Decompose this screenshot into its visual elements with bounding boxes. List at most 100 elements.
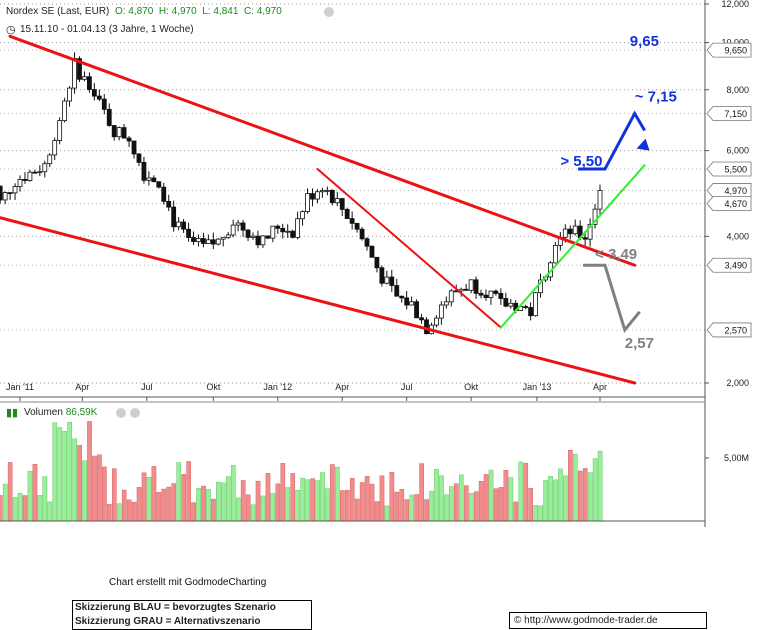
volume-bar (523, 463, 529, 522)
annotation-label: 2,57 (625, 335, 654, 352)
volume-bar (384, 505, 390, 522)
volume-bar (454, 483, 459, 522)
candle-body (37, 171, 43, 174)
candle-body (210, 239, 216, 245)
x-tick-label: Jan '11 (6, 382, 34, 392)
candle-body (404, 297, 410, 306)
x-tick-label: Okt (206, 382, 221, 392)
x-tick-label: Apr (335, 382, 349, 392)
y-tick-label: 4,000 (726, 231, 749, 241)
candle-body (235, 222, 241, 226)
volume-bar (22, 495, 28, 522)
price-label-box (706, 322, 752, 338)
close-icon[interactable] (130, 408, 140, 418)
price-label-box (706, 196, 752, 212)
volume-bar (493, 488, 499, 522)
candle-body (72, 58, 77, 89)
settings-icon[interactable] (116, 408, 126, 418)
volume-bar (325, 488, 330, 522)
x-tick-label: Jul (401, 382, 413, 392)
candle-body (131, 140, 137, 155)
volume-bar (255, 480, 261, 522)
decline-line (316, 168, 502, 329)
candle-body (0, 185, 3, 201)
low-value: L: 4,841 (202, 6, 239, 17)
candle-body (592, 208, 598, 225)
volume-icon: ▮▮ (6, 407, 19, 419)
candle-body (255, 235, 261, 246)
volume-bar (230, 464, 236, 522)
candle-body (111, 125, 117, 138)
candle-body (384, 276, 390, 284)
volume-bars (0, 421, 603, 522)
volume-bar (37, 495, 43, 522)
volume-bar (221, 482, 226, 522)
blue-arrowhead (636, 138, 650, 151)
volume-bar (394, 491, 400, 522)
price-label-box (706, 161, 752, 177)
x-tick-label: Apr (593, 382, 607, 392)
candle-body (458, 288, 464, 292)
candle-body (47, 154, 53, 165)
volume-bar (330, 464, 335, 522)
volume-bar (592, 458, 598, 522)
candle-body (508, 302, 514, 307)
volume-bar (206, 489, 211, 522)
candle-body (424, 319, 429, 335)
volume-bar (320, 472, 325, 522)
volume-bar (340, 490, 345, 522)
volume-bar (364, 476, 370, 522)
volume-bar (488, 469, 494, 522)
candle-body (354, 222, 360, 230)
volume-bar (146, 477, 152, 522)
y-tick-label: 12,000 (721, 0, 749, 9)
annotations: 9,65 ~ 7,15 > 5,50 < 3,49 2,57 (560, 33, 676, 352)
candle-body (364, 238, 370, 247)
volume-bar (245, 494, 251, 522)
volume-bar (553, 479, 558, 522)
volume-bar (166, 486, 172, 522)
price-label-box (706, 183, 752, 198)
volume-bar (27, 471, 33, 522)
candle-body (324, 189, 330, 192)
volume-bar (518, 461, 524, 522)
volume-bar (587, 472, 593, 522)
volume-bar (568, 449, 573, 522)
volume-bar (359, 482, 365, 522)
volume-bar (414, 494, 419, 522)
trend-lines (0, 34, 646, 385)
volume-bar (344, 489, 350, 522)
volume-bar (543, 480, 548, 522)
volume-bar (226, 476, 231, 522)
candle-body (349, 218, 355, 224)
volume-bar (354, 498, 360, 522)
candle-body (552, 245, 558, 264)
volume-bar (335, 466, 340, 522)
candle-body (473, 279, 479, 294)
volume-bar (2, 483, 8, 522)
candle-body (463, 288, 469, 291)
clock-icon: ◷ (6, 24, 16, 36)
candle-body (334, 198, 340, 204)
volume-bar (374, 501, 380, 522)
volume-bar (72, 438, 77, 522)
volume-bar (577, 470, 583, 522)
settings-icon[interactable] (324, 7, 334, 17)
volume-bar (250, 504, 256, 522)
candle-body (399, 295, 405, 299)
source-link[interactable]: © http://www.godmode-trader.de (509, 612, 707, 629)
symbol-title: Nordex SE (Last, EUR) (6, 6, 110, 17)
candle-body (359, 228, 365, 240)
candle-body (434, 317, 439, 326)
volume-bar (131, 501, 137, 522)
candle-body (419, 317, 424, 321)
annotation-label: ~ 7,15 (635, 89, 677, 106)
volume-bar (349, 478, 355, 522)
volume-bar (548, 476, 553, 522)
volume-bar (399, 489, 405, 522)
x-tick-label: Apr (75, 382, 89, 392)
candle-body (42, 163, 48, 173)
volume-bar (508, 477, 514, 522)
period-label: 15.11.10 - 01.04.13 (3 Jahre, 1 Woche) (20, 24, 194, 35)
price-label-box (706, 257, 752, 273)
